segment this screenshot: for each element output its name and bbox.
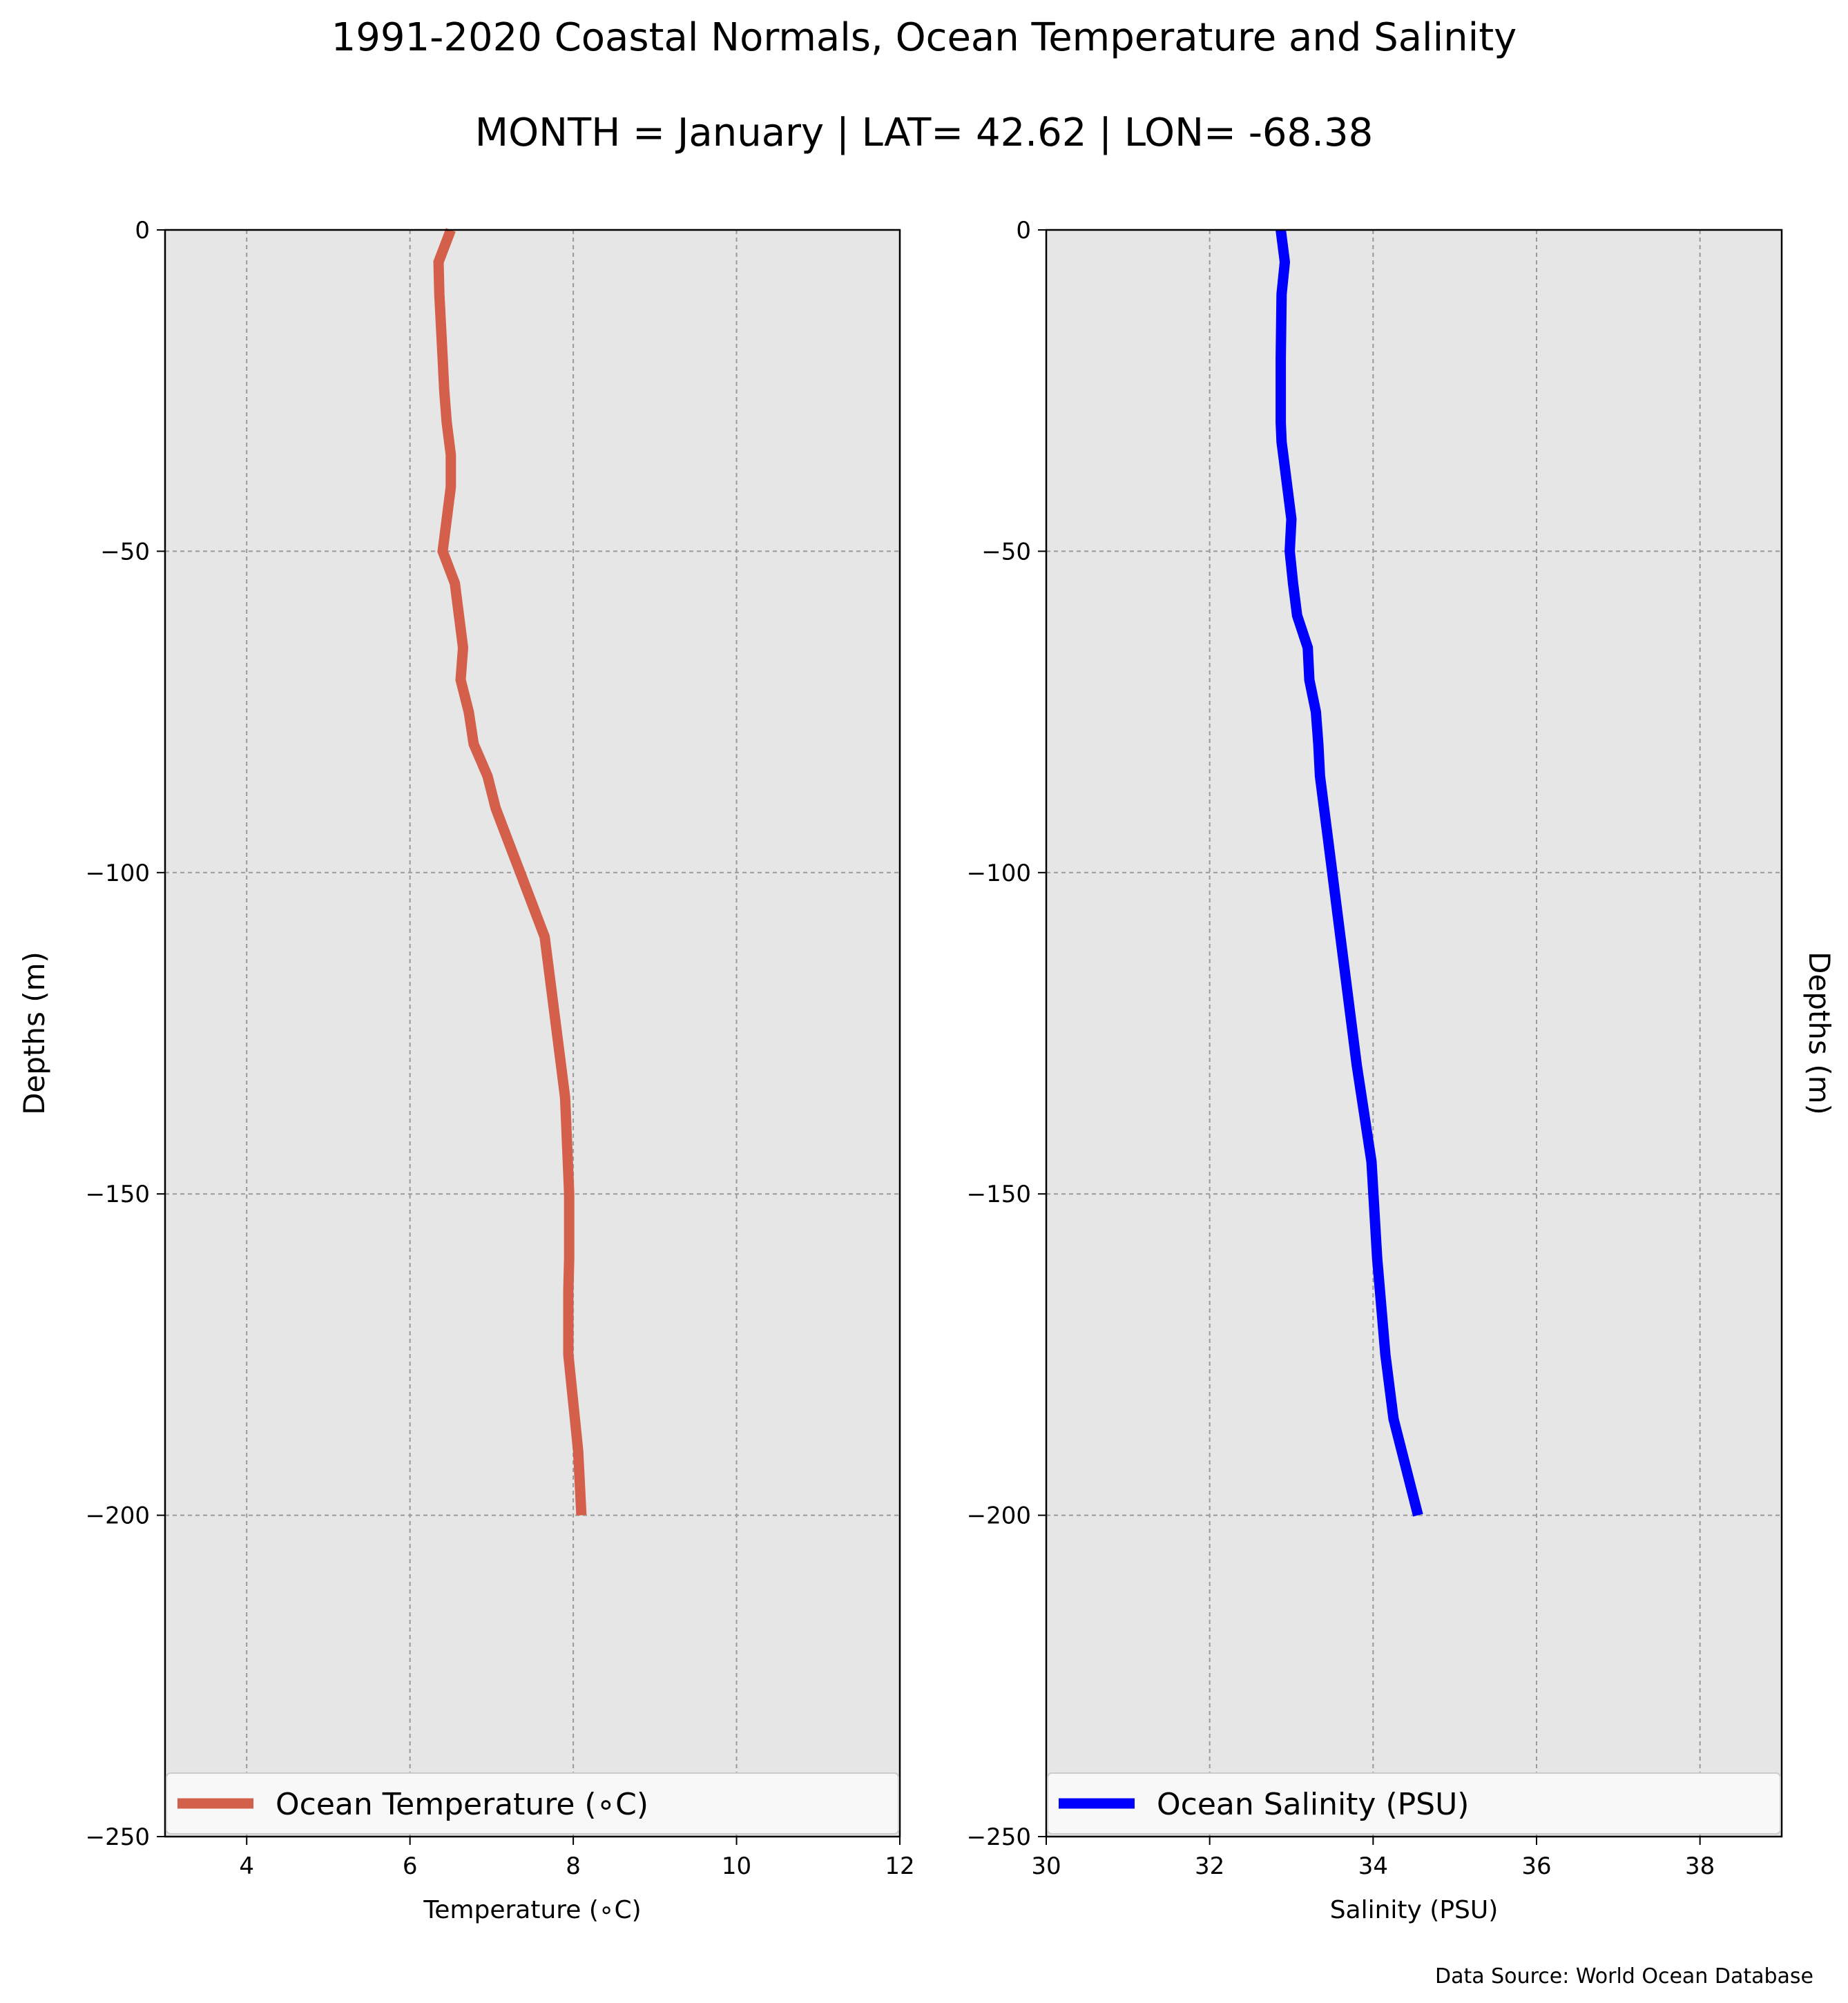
panel-2-y-tick-label: 0	[1016, 217, 1031, 244]
panel-2-x-tick-label: 36	[1521, 1852, 1551, 1880]
data-source-note: Data Source: World Ocean Database	[1435, 1964, 1813, 1989]
panel-1-legend-label: Ocean Temperature (∘C)	[276, 1787, 648, 1822]
panel-1-series-line-1	[433, 228, 587, 1516]
panel-1-x-axis-label: Temperature (∘C)	[423, 1896, 641, 1924]
panel-1-x-tick-label: 4	[239, 1852, 254, 1880]
panel-2-y-axis-label: Depths (m)	[1802, 951, 1836, 1115]
panel-1-legend-box	[166, 1772, 899, 1835]
panel-2-y-tick-label: −200	[967, 1502, 1031, 1530]
panel-2-x-tick-label: 32	[1195, 1852, 1224, 1880]
panel-2-frame	[1045, 229, 1783, 1838]
panel-1-x-tick-label: 10	[722, 1852, 751, 1880]
panel-1-frame	[164, 229, 901, 1838]
panel-2-legend-box	[1047, 1772, 1781, 1835]
panel-1-y-tick-label: −50	[100, 538, 150, 565]
panel-2-series-line-1	[1276, 229, 1423, 1517]
panel-2-x-tick-label: 38	[1685, 1852, 1715, 1880]
chart-title: 1991-2020 Coastal Normals, Ocean Tempera…	[331, 15, 1517, 60]
panel-2-y-tick-label: −150	[967, 1181, 1031, 1208]
panel-1-x-tick-label: 6	[403, 1852, 418, 1880]
panel-1-plot-area	[165, 230, 900, 1837]
panel-2-y-tick-label: −250	[967, 1823, 1031, 1851]
panel-1-x-tick-label: 12	[885, 1852, 914, 1880]
panel-1-x-tick-label: 8	[566, 1852, 581, 1880]
panel-2-y-tick-label: −100	[967, 860, 1031, 887]
panel-1-y-tick-label: −100	[86, 860, 150, 887]
panel-2-x-tick-label: 34	[1358, 1852, 1388, 1880]
panel-2-y-tick-label: −50	[981, 538, 1031, 565]
panel-1-y-tick-label: −200	[86, 1502, 150, 1530]
chart-subtitle: MONTH = January | LAT= 42.62 | LON= -68.…	[474, 110, 1374, 155]
panel-2-plot-area	[1046, 230, 1782, 1837]
panel-2-legend-label: Ocean Salinity (PSU)	[1157, 1787, 1469, 1822]
panel-1-y-tick-label: −150	[86, 1181, 150, 1208]
panel-2-x-tick-label: 30	[1031, 1852, 1061, 1880]
panel-1-y-tick-label: −250	[86, 1823, 150, 1851]
panel-1-y-axis-label: Depths (m)	[17, 951, 51, 1115]
panel-1-y-tick-label: 0	[135, 217, 150, 244]
panel-2-x-axis-label: Salinity (PSU)	[1330, 1896, 1499, 1924]
